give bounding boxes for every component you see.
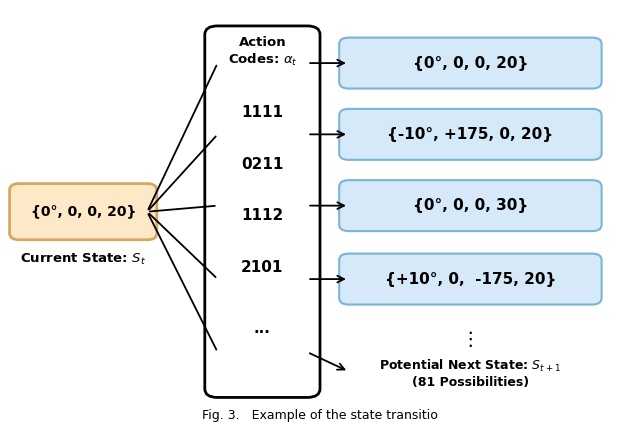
Text: 1112: 1112 — [241, 209, 284, 223]
Text: ⋮: ⋮ — [461, 330, 480, 349]
Text: ...: ... — [254, 321, 271, 336]
Text: Action
Codes: $\alpha_t$: Action Codes: $\alpha_t$ — [228, 36, 297, 67]
FancyBboxPatch shape — [339, 254, 602, 305]
FancyBboxPatch shape — [339, 109, 602, 160]
FancyBboxPatch shape — [339, 180, 602, 231]
Text: Fig. 3.   Example of the state transitio: Fig. 3. Example of the state transitio — [202, 410, 438, 422]
Text: 0211: 0211 — [241, 157, 284, 172]
Text: {0°, 0, 0, 30}: {0°, 0, 0, 30} — [413, 198, 528, 213]
Text: {0°, 0, 0, 20}: {0°, 0, 0, 20} — [413, 56, 528, 70]
Text: 2101: 2101 — [241, 260, 284, 275]
Text: Current State: $S_t$: Current State: $S_t$ — [20, 252, 146, 267]
Text: {0°, 0, 0, 20}: {0°, 0, 0, 20} — [31, 205, 136, 219]
Text: 1111: 1111 — [241, 105, 284, 120]
Text: Potential Next State: $S_{t+1}$
(81 Possibilities): Potential Next State: $S_{t+1}$ (81 Poss… — [380, 358, 561, 389]
FancyBboxPatch shape — [10, 184, 157, 240]
Text: {-10°, +175, 0, 20}: {-10°, +175, 0, 20} — [387, 127, 554, 142]
FancyBboxPatch shape — [339, 38, 602, 89]
FancyBboxPatch shape — [205, 26, 320, 397]
Text: {+10°, 0,  -175, 20}: {+10°, 0, -175, 20} — [385, 272, 556, 286]
